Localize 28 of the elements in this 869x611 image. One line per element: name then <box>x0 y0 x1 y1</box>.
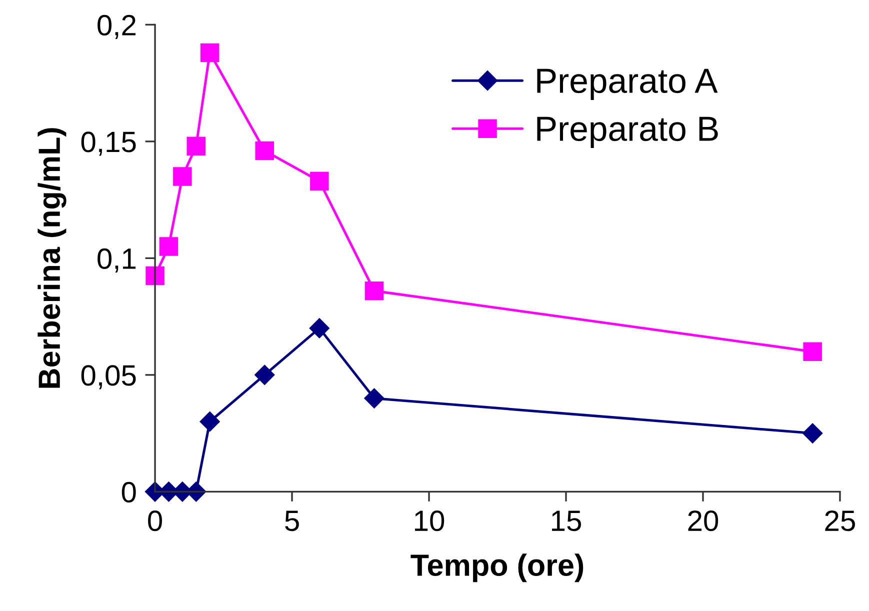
point <box>186 136 206 156</box>
point <box>255 141 274 160</box>
y-tick-label: 0,15 <box>81 132 136 156</box>
y-tick-label: 0,05 <box>81 365 136 390</box>
point <box>254 364 275 386</box>
point <box>310 172 329 190</box>
point <box>364 281 384 300</box>
point <box>364 388 385 409</box>
point <box>309 318 330 339</box>
legend-label: Preparato A <box>537 68 718 100</box>
point <box>159 237 178 256</box>
legend-label: Preparato B <box>537 116 718 148</box>
x-tick-label: 0 <box>148 510 162 532</box>
point <box>803 342 822 361</box>
point <box>200 43 220 62</box>
x-axis-title: Tempo (ore) <box>410 554 584 582</box>
x-tick-label: 20 <box>688 510 718 532</box>
x-tick-label: 15 <box>552 510 581 532</box>
x-tick-label: 5 <box>285 510 299 532</box>
x-tick-label: 25 <box>825 510 855 532</box>
y-tick-label: 0 <box>122 482 136 503</box>
y-axis-title: Berberina (ng/mL) <box>38 128 66 388</box>
point <box>173 167 192 186</box>
x-tick-label: 10 <box>415 510 444 532</box>
y-tick-label: 0,2 <box>98 14 136 39</box>
point <box>200 411 220 432</box>
y-tick-label: 0,1 <box>98 248 136 272</box>
point <box>802 422 823 444</box>
